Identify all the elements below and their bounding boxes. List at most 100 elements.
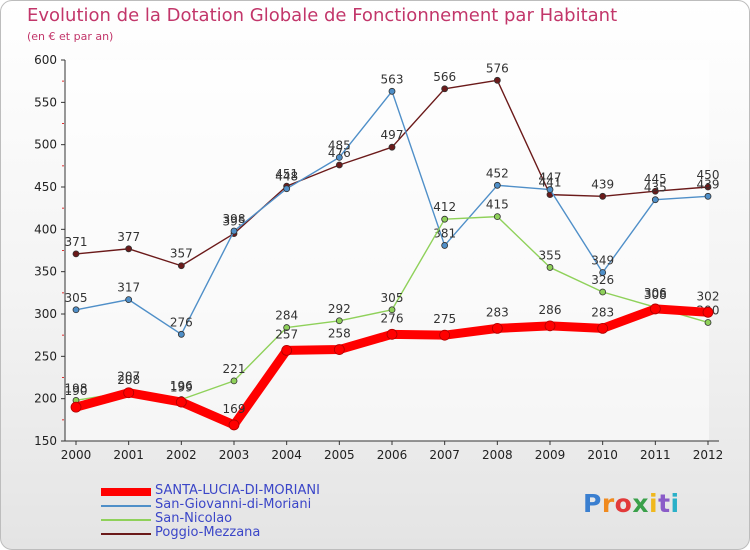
proxiti-logo: Proxiti xyxy=(583,489,680,518)
data-label: 305 xyxy=(381,291,404,305)
data-point xyxy=(651,196,659,204)
data-label: 448 xyxy=(275,170,298,184)
data-point xyxy=(177,262,185,270)
data-label: 445 xyxy=(644,172,667,186)
legend-item: Poggio-Mezzana xyxy=(101,525,401,541)
data-label: 302 xyxy=(697,289,720,303)
data-point xyxy=(441,242,449,249)
y-tick-label: 600 xyxy=(34,53,57,67)
data-point xyxy=(230,377,238,385)
x-tick-label: 2006 xyxy=(377,448,408,462)
data-point xyxy=(123,387,135,399)
data-label: 257 xyxy=(275,327,298,341)
data-label: 208 xyxy=(117,373,140,387)
data-label: 284 xyxy=(275,309,298,323)
x-tick-label: 2008 xyxy=(482,448,513,462)
data-point xyxy=(175,396,187,408)
data-label: 447 xyxy=(539,171,562,185)
x-tick-label: 2011 xyxy=(640,448,671,462)
data-point xyxy=(125,296,133,304)
data-point xyxy=(388,306,396,314)
data-label: 326 xyxy=(591,273,614,287)
data-label: 190 xyxy=(65,384,88,398)
y-tick-label: 200 xyxy=(34,392,57,406)
x-tick-label: 2010 xyxy=(587,448,618,462)
data-label: 452 xyxy=(486,166,509,180)
data-point xyxy=(544,320,556,332)
data-label: 292 xyxy=(328,302,351,316)
x-tick-label: 2007 xyxy=(429,448,460,462)
x-tick-label: 2009 xyxy=(535,448,566,462)
data-label: 276 xyxy=(381,311,404,325)
data-point xyxy=(283,324,291,331)
data-point xyxy=(599,288,607,296)
data-label: 199 xyxy=(170,381,193,395)
chart-title: Evolution de la Dotation Globale de Fonc… xyxy=(27,5,618,26)
data-label: 395 xyxy=(223,215,246,229)
data-label: 563 xyxy=(381,72,404,86)
data-point xyxy=(493,213,501,221)
data-point xyxy=(388,143,396,151)
y-tick-label: 550 xyxy=(34,95,57,109)
data-point xyxy=(599,192,607,200)
data-label: 305 xyxy=(65,291,88,305)
x-tick-label: 2000 xyxy=(61,448,92,462)
legend-item: San-Nicolao xyxy=(101,511,401,527)
data-point xyxy=(441,85,449,93)
data-label: 355 xyxy=(539,248,562,262)
data-point xyxy=(649,303,661,315)
data-label: 441 xyxy=(539,176,562,190)
data-label: 357 xyxy=(170,247,193,261)
data-label: 439 xyxy=(591,177,614,191)
data-label: 439 xyxy=(697,177,720,191)
data-point xyxy=(335,317,343,325)
data-point xyxy=(177,330,185,338)
legend-swatch xyxy=(101,533,151,535)
y-tick-label: 150 xyxy=(34,434,57,448)
data-label: 485 xyxy=(328,138,351,152)
legend-label: Poggio-Mezzana xyxy=(155,525,261,540)
x-tick-label: 2002 xyxy=(166,448,197,462)
y-tick-label: 500 xyxy=(34,138,57,152)
legend-label: SANTA-LUCIA-DI-MORIANI xyxy=(155,483,320,498)
y-tick-label: 450 xyxy=(34,180,57,194)
data-point xyxy=(599,269,607,276)
data-label: 306 xyxy=(644,286,667,300)
data-point xyxy=(283,185,291,193)
data-label: 576 xyxy=(486,61,509,75)
data-label: 415 xyxy=(486,198,509,212)
data-label: 286 xyxy=(539,303,562,317)
data-label: 566 xyxy=(433,70,456,84)
data-label: 451 xyxy=(275,167,298,181)
data-point xyxy=(125,245,133,253)
y-tick-label: 250 xyxy=(34,349,57,363)
data-point xyxy=(70,401,82,413)
data-point xyxy=(388,87,396,95)
data-label: 196 xyxy=(170,379,193,393)
y-tick-label: 400 xyxy=(34,222,57,236)
data-point xyxy=(493,181,501,189)
data-label: 198 xyxy=(65,381,88,395)
data-point xyxy=(335,161,343,169)
data-label: 283 xyxy=(591,305,614,319)
data-label: 371 xyxy=(65,235,88,249)
y-tick-label: 350 xyxy=(34,265,57,279)
data-label: 497 xyxy=(381,128,404,142)
data-label: 276 xyxy=(170,315,193,329)
data-point xyxy=(491,322,503,334)
plot-area xyxy=(65,60,709,441)
data-point xyxy=(704,319,712,326)
data-point xyxy=(72,250,80,258)
data-label: 317 xyxy=(117,281,140,295)
data-point xyxy=(230,227,238,235)
y-tick-label: 300 xyxy=(34,307,57,321)
data-point xyxy=(597,322,609,334)
x-tick-label: 2012 xyxy=(693,448,724,462)
legend-label: San-Giovanni-di-Moriani xyxy=(155,497,312,512)
data-point xyxy=(333,344,345,355)
data-point xyxy=(493,76,501,84)
data-label: 398 xyxy=(223,212,246,226)
data-label: 349 xyxy=(591,254,614,268)
